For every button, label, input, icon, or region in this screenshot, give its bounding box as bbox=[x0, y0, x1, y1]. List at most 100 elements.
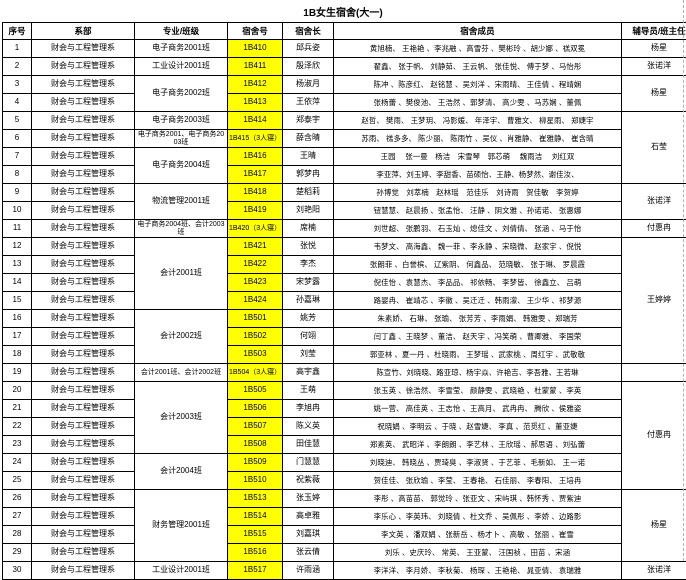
cell-room: 1B417 bbox=[228, 166, 283, 184]
cell-dept: 财会与工程管理系 bbox=[32, 274, 135, 292]
cell-dept: 财会与工程管理系 bbox=[32, 202, 135, 220]
cell-no: 11 bbox=[3, 220, 32, 238]
cell-dept: 财会与工程管理系 bbox=[32, 436, 135, 454]
cell-advisor: 石莹 bbox=[622, 112, 686, 184]
cell-dept: 财会与工程管理系 bbox=[32, 40, 135, 58]
cell-dept: 财会与工程管理系 bbox=[32, 490, 135, 508]
cell-dept: 财会与工程管理系 bbox=[32, 166, 135, 184]
cell-room: 1B410 bbox=[228, 40, 283, 58]
cell-no: 7 bbox=[3, 148, 32, 166]
cell-room: 1B413 bbox=[228, 94, 283, 112]
cell-members: 张朗菲 、白誉槟、 辽紫阴、 何鑫品、 范晓敏、 张于琳、 罗晨霞 bbox=[334, 256, 622, 274]
cell-members: 张杨蕾 、樊俊池、 王浩然 、郭梦清、 高少雯 、马苏娴 、董佩 bbox=[334, 94, 622, 112]
cell-major: 会计2003班 bbox=[135, 382, 228, 454]
cell-head: 姚芳 bbox=[283, 310, 334, 328]
cell-no: 2 bbox=[3, 58, 32, 76]
cell-members: 郑素英、 武昭洋 、李朗朗 、李艺林 、王欣瑶 、郝思语 、刘弘蕾 bbox=[334, 436, 622, 454]
cell-head: 张云倩 bbox=[283, 544, 334, 562]
cell-room: 1B515 bbox=[228, 526, 283, 544]
cell-dept: 财会与工程管理系 bbox=[32, 328, 135, 346]
cell-dept: 财会与工程管理系 bbox=[32, 454, 135, 472]
cell-room: 1B509 bbox=[228, 454, 283, 472]
cell-members: 陈冲 、陈彦红、 赵铭慧 、吴刘洋 、宋雨晴、 王佳倩 、程靖娴 bbox=[334, 76, 622, 94]
cell-room: 1B418 bbox=[228, 184, 283, 202]
cell-major: 电子商务2001班 bbox=[135, 40, 228, 58]
cell-room: 1B516 bbox=[228, 544, 283, 562]
cell-dept: 财会与工程管理系 bbox=[32, 76, 135, 94]
column-header-head: 宿舍长 bbox=[283, 23, 334, 40]
cell-head: 门慧慧 bbox=[283, 454, 334, 472]
cell-no: 21 bbox=[3, 400, 32, 418]
cell-room: 1B510 bbox=[228, 472, 283, 490]
column-header-members: 宿舍成员 bbox=[334, 23, 622, 40]
cell-room: 1B504（3人寝） bbox=[228, 364, 283, 382]
cell-members: 路婴冉、 崔靖芯 、李徽 、吴迁迁 、韩雨濛、 王少华 、祁梦源 bbox=[334, 292, 622, 310]
cell-major: 工业设计2001班 bbox=[135, 58, 228, 76]
cell-head: 殷泽欣 bbox=[283, 58, 334, 76]
cell-head: 刘嘉琪 bbox=[283, 526, 334, 544]
cell-head: 田佳慧 bbox=[283, 436, 334, 454]
cell-members: 朱素娇、 石琳、 张瑜、 张芳芳 、李雨娟、 韩雅雯 、郑瑞芳 bbox=[334, 310, 622, 328]
cell-room: 1B414 bbox=[228, 112, 283, 130]
cell-members: 钮慧慧、 赵晨扬 、张孟怡、 汪静 、阴文雅 、孙诺诺、 张惠娜 bbox=[334, 202, 622, 220]
cell-dept: 财会与工程管理系 bbox=[32, 418, 135, 436]
cell-head: 李旭冉 bbox=[283, 400, 334, 418]
cell-room: 1B514 bbox=[228, 508, 283, 526]
cell-members: 王园 张一曼 杨洁 宋雪琴 郭芯萌 魏雨洁 刘红双 bbox=[334, 148, 622, 166]
cell-room: 1B503 bbox=[228, 346, 283, 364]
cell-no: 4 bbox=[3, 94, 32, 112]
cell-major: 会计2001班、会计2002班 bbox=[135, 364, 228, 382]
cell-no: 15 bbox=[3, 292, 32, 310]
cell-dept: 财会与工程管理系 bbox=[32, 94, 135, 112]
cell-no: 18 bbox=[3, 346, 32, 364]
cell-room: 1B508 bbox=[228, 436, 283, 454]
cell-room: 1B517 bbox=[228, 562, 283, 580]
cell-head: 宋梦露 bbox=[283, 274, 334, 292]
cell-dept: 财会与工程管理系 bbox=[32, 400, 135, 418]
cell-head: 王晴 bbox=[283, 148, 334, 166]
cell-dept: 财会与工程管理系 bbox=[32, 382, 135, 400]
cell-members: 陈宣竹、刘晓晓、路亚琼、杨宇焱、许艳吉、李吾雅、王若琳 bbox=[334, 364, 622, 382]
cell-room: 1B423 bbox=[228, 274, 283, 292]
cell-members: 翟鑫、 张于帆、 刘静茹、 王云帆、 张佳悦、 傅于梦 、马怡彤 bbox=[334, 58, 622, 76]
cell-major: 会计2001班 bbox=[135, 238, 228, 310]
cell-head: 许雨涵 bbox=[283, 562, 334, 580]
cell-advisor: 张诺洋 bbox=[622, 562, 686, 580]
cell-no: 5 bbox=[3, 112, 32, 130]
cell-head: 刘艳阳 bbox=[283, 202, 334, 220]
cell-major: 电子商务2004班 bbox=[135, 148, 228, 184]
cell-no: 13 bbox=[3, 256, 32, 274]
cell-dept: 财会与工程管理系 bbox=[32, 148, 135, 166]
cell-members: 祝晓娟 、李明云 、于晓 、赵雪婕、 李真 、范觅红 、董亚婕 bbox=[334, 418, 622, 436]
cell-room: 1B513 bbox=[228, 490, 283, 508]
cell-dept: 财会与工程管理系 bbox=[32, 346, 135, 364]
cell-major: 电子商务2004班、会计2003班 bbox=[135, 220, 228, 238]
cell-dept: 财会与工程管理系 bbox=[32, 220, 135, 238]
cell-dept: 财会与工程管理系 bbox=[32, 292, 135, 310]
cell-no: 16 bbox=[3, 310, 32, 328]
cell-dept: 财会与工程管理系 bbox=[32, 472, 135, 490]
cell-head: 何翊 bbox=[283, 328, 334, 346]
cell-room: 1B415（3人寝） bbox=[228, 130, 283, 148]
cell-head: 张悦 bbox=[283, 238, 334, 256]
cell-members: 贺佳佳、 张欣瑜 、李莹、 王春艳、 石佳丽、 李春阳、 王培冉 bbox=[334, 472, 622, 490]
cell-room: 1B420（3人寝） bbox=[228, 220, 283, 238]
cell-no: 22 bbox=[3, 418, 32, 436]
column-header-advisor: 辅导员/班主任 bbox=[622, 23, 686, 40]
cell-room: 1B421 bbox=[228, 238, 283, 256]
cell-no: 24 bbox=[3, 454, 32, 472]
cell-major: 电子商务2002班 bbox=[135, 76, 228, 112]
